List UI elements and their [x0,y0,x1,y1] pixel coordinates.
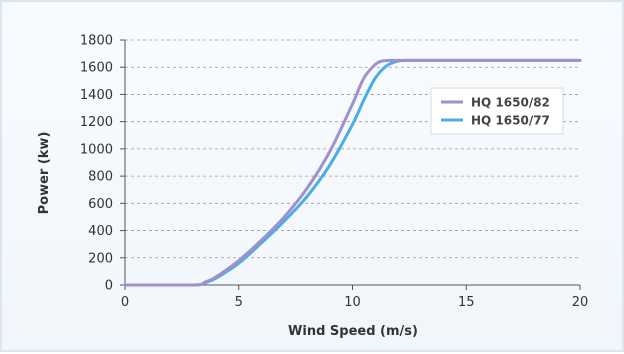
y-tick-label: 1000 [80,142,113,157]
legend-box [430,87,564,135]
x-tick-label: 5 [235,295,243,310]
x-tick-label: 0 [121,295,129,310]
x-tick-label: 15 [458,295,475,310]
y-tick-label: 200 [88,251,113,266]
x-axis-title: Wind Speed (m/s) [288,324,418,339]
y-tick-label: 0 [105,279,113,294]
y-axis-title: Power (kw) [37,132,52,215]
x-tick-label: 10 [344,295,361,310]
y-tick-label: 1200 [80,115,113,130]
legend-label: HQ 1650/82 [471,96,550,110]
series-lines [123,58,582,287]
y-tick-label: 800 [88,170,113,185]
y-tick-label: 400 [88,224,113,239]
x-tick-label: 20 [572,295,589,310]
legend-label: HQ 1650/77 [471,114,550,128]
y-tick-label: 1600 [80,61,113,76]
axes: 0 200 400 600 800 1000 1200 1400 1600 1800 0 5 10 15 2… [80,34,588,311]
y-tick-label: 1800 [80,34,113,49]
y-tick-label: 1400 [80,88,113,103]
y-tick-label: 600 [88,197,113,212]
series-line [123,58,582,287]
gridlines [125,39,580,259]
legend: HQ 1650/82 HQ 1650/77 [430,87,564,135]
